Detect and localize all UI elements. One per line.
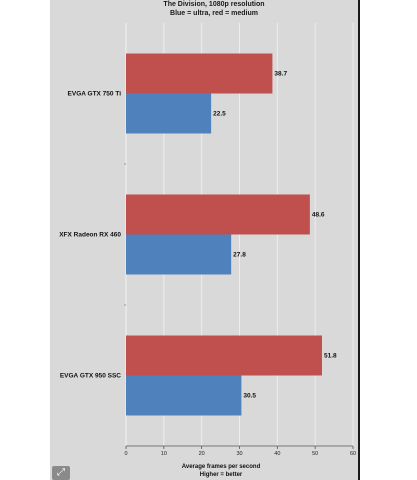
data-label: 48.6 xyxy=(312,212,325,219)
expand-icon[interactable]: ⤢ xyxy=(52,466,70,480)
x-tick-label: 30 xyxy=(236,451,242,457)
category-label: EVGA GTX 950 SSC xyxy=(60,373,121,380)
x-tick-label: 20 xyxy=(199,451,205,457)
bar-ultra xyxy=(126,375,242,416)
data-label: 22.5 xyxy=(213,111,226,118)
x-axis-label: Average frames per second xyxy=(182,464,261,470)
data-label: 51.8 xyxy=(324,353,337,360)
bar-medium xyxy=(126,335,322,376)
x-axis-sublabel: Higher = better xyxy=(200,472,243,478)
data-label: 30.5 xyxy=(243,393,256,400)
x-tick-label: 50 xyxy=(312,451,318,457)
x-tick-label: 0 xyxy=(124,451,127,457)
bar-medium xyxy=(126,194,310,235)
data-label: 27.8 xyxy=(233,252,246,259)
panel-right-border xyxy=(358,0,360,480)
category-label: XFX Radeon RX 460 xyxy=(59,232,121,239)
bars xyxy=(126,53,322,416)
labels: 0 10 20 30 40 50 60 EVGA GTX 750 Ti 38.7 22.5 XFX … xyxy=(59,71,356,458)
bar-ultra xyxy=(126,93,212,134)
data-label: 38.7 xyxy=(274,71,287,78)
bar-ultra xyxy=(126,234,232,275)
x-tick-label: 10 xyxy=(161,451,167,457)
chart-subtitle: Blue = ultra, red = medium xyxy=(170,10,258,17)
category-label: EVGA GTX 750 Ti xyxy=(68,91,122,98)
x-tick-label: 40 xyxy=(274,451,280,457)
x-tick-label: 60 xyxy=(350,451,356,457)
bar-medium xyxy=(126,53,273,94)
chart-title: The Division, 1080p resolution xyxy=(163,1,264,8)
